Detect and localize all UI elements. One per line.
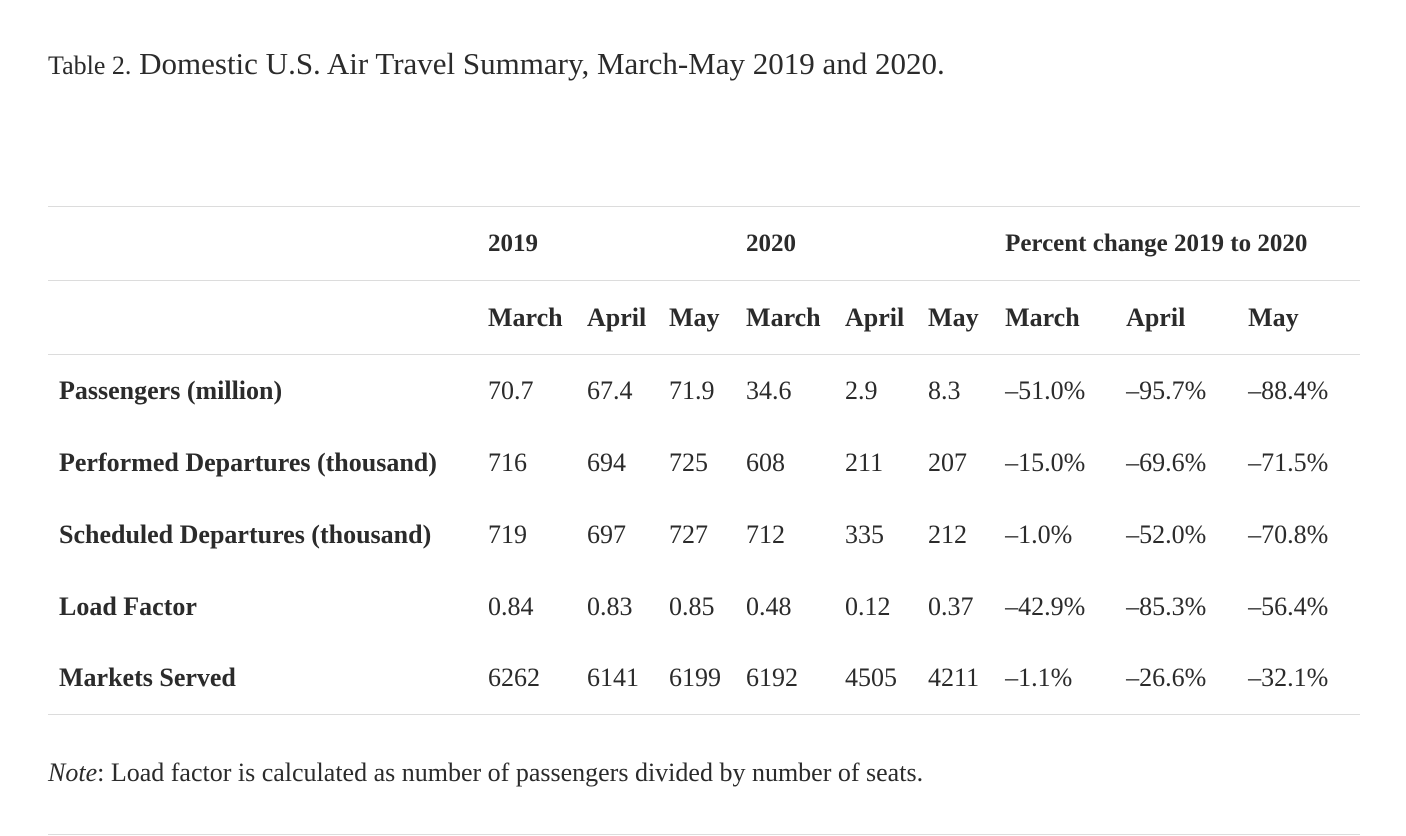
month-header: March [1005,302,1080,332]
table-cell: 0.48 [746,591,792,621]
table-cell: 727 [669,519,708,549]
month-header-row: March April May March April May March Ap… [48,280,1361,355]
row-label: Load Factor [59,591,197,621]
table-cell: –95.7% [1126,354,1249,427]
table-cell: 71.9 [669,354,747,427]
table-cell: –88.4% [1248,354,1361,427]
table-cell: 719 [488,519,527,549]
table-cell: 0.83 [587,591,633,621]
month-header: April [587,302,647,332]
table-cell: 70.7 [488,354,587,427]
table-cell: 716 [488,447,527,477]
table-cell: –70.8% [1248,519,1329,549]
table-cell: 0.12 [845,591,891,621]
month-header: May [1248,302,1299,332]
data-table: 2019 2020 Percent change 2019 to 2020 Ma… [48,206,1361,715]
table-row: Passengers (million) 70.7 67.4 71.9 34.6… [48,354,1361,427]
table-cell: 34.6 [746,354,846,427]
row-label: Markets Served [48,642,488,715]
table-cell: 212 [928,519,968,549]
month-header: May [669,302,720,332]
table-cell: 712 [746,519,786,549]
table-cell: –85.3% [1126,591,1207,621]
month-header: March [746,302,821,332]
corner-cell-blank [48,281,488,355]
table-cell: 4505 [845,642,929,715]
table-note: Note: Load factor is calculated as numbe… [48,756,923,790]
table-cell: 6262 [488,642,587,715]
table-cell: 6141 [587,642,669,715]
caption-title: Domestic U.S. Air Travel Summary, March-… [139,46,945,81]
table-cell: 335 [845,519,885,549]
month-header: April [845,302,905,332]
row-label: Scheduled Departures (thousand) [59,519,432,549]
table-cell: 211 [845,447,884,477]
group-header-2019: 2019 [488,229,538,257]
air-travel-table: 2019 2020 Percent change 2019 to 2020 Ma… [48,206,1361,715]
table-row: Performed Departures (thousand) 716 694 … [48,427,1360,499]
table-cell: 608 [746,447,786,477]
table-cell: 4211 [928,642,1006,715]
note-text: : Load factor is calculated as number of… [97,758,924,787]
table-cell: –26.6% [1126,642,1249,715]
table-cell: –56.4% [1248,591,1329,621]
month-header: April [1126,302,1186,332]
table-cell: –15.0% [1005,447,1086,477]
table-cell: –1.1% [1005,642,1127,715]
table-caption: Table 2. Domestic U.S. Air Travel Summar… [48,44,945,86]
group-header-percent-change: Percent change 2019 to 2020 [1005,229,1308,257]
table-cell: 207 [928,447,968,477]
corner-cell [48,207,488,281]
table-cell: –1.0% [1005,519,1073,549]
caption-label: Table 2. [48,51,132,80]
table-cell: 725 [669,447,708,477]
month-header: May [928,302,979,332]
group-header-2020: 2020 [746,229,797,257]
month-header: March [488,302,563,332]
table-cell: 697 [587,519,626,549]
table-cell: –52.0% [1126,519,1207,549]
table-cell: 6192 [746,642,846,715]
table-row: Load Factor 0.84 0.83 0.85 0.48 0.12 0.3… [48,571,1360,643]
bottom-divider [48,834,1360,835]
table-cell: –69.6% [1126,447,1207,477]
table-cell: 0.37 [928,591,974,621]
table-cell: 0.85 [669,591,715,621]
table-cell: 6199 [669,642,747,715]
table-cell: 0.84 [488,591,534,621]
table-cell: 694 [587,447,626,477]
row-label: Performed Departures (thousand) [59,447,437,477]
table-cell: 2.9 [845,354,929,427]
table-cell: 67.4 [587,354,669,427]
table-cell: –42.9% [1005,591,1086,621]
table-cell: 8.3 [928,354,1006,427]
group-header-row: 2019 2020 Percent change 2019 to 2020 [48,206,1361,281]
table-cell: –32.1% [1248,642,1361,715]
table-cell: –51.0% [1005,354,1127,427]
table-cell: –71.5% [1248,447,1329,477]
row-label: Passengers (million) [48,354,488,427]
table-row: Markets Served 6262 6141 6199 6192 4505 … [48,642,1361,715]
table-row: Scheduled Departures (thousand) 719 697 … [48,499,1360,571]
note-label: Note [48,758,98,787]
